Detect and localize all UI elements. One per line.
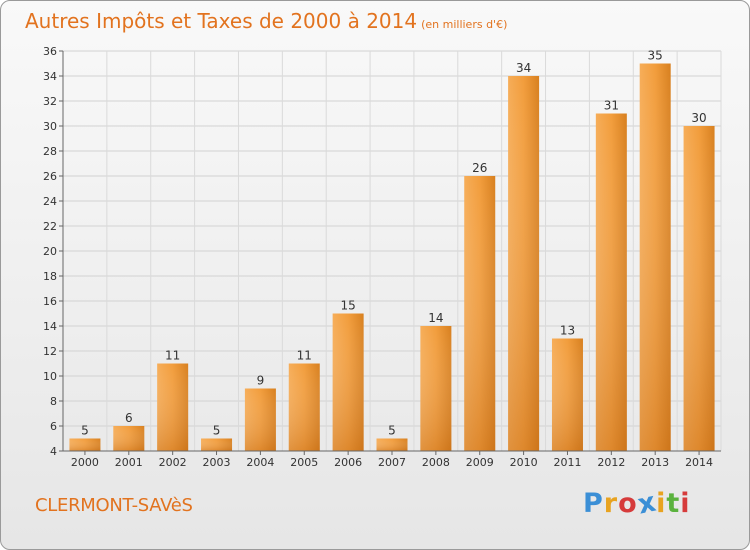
y-tick-label: 22 (43, 220, 57, 233)
y-tick-label: 18 (43, 270, 57, 283)
y-tick-label: 20 (43, 245, 57, 258)
bar-shade (639, 63, 671, 451)
title-text: Autres Impôts et Taxes de 2000 à 2014 (25, 9, 418, 33)
bar-value-label: 11 (297, 349, 312, 363)
bar-shade (332, 313, 364, 451)
bar-shade (157, 363, 189, 451)
x-tick-label: 2002 (159, 456, 187, 469)
bar-shade (244, 388, 276, 451)
y-tick-label: 32 (43, 95, 57, 108)
y-tick-label: 26 (43, 170, 57, 183)
bar-shade (201, 438, 233, 451)
bar-value-label: 31 (604, 99, 619, 113)
y-tick-label: 4 (50, 445, 57, 458)
unit-label: (en milliers d'€) (421, 18, 508, 31)
logo-letter: t (666, 488, 681, 519)
x-tick-label: 2010 (510, 456, 538, 469)
chart-title: Autres Impôts et Taxes de 2000 à 2014 (en… (25, 9, 507, 33)
y-tick-label: 14 (43, 320, 57, 333)
x-tick-label: 2012 (597, 456, 625, 469)
commune-name: CLERMONT-SAVèS (35, 495, 193, 516)
y-tick-label: 16 (43, 295, 57, 308)
bar-value-label: 14 (428, 311, 443, 325)
logo-letter: i (680, 488, 691, 519)
bar-value-label: 5 (213, 424, 221, 438)
bar-shade (420, 326, 452, 451)
x-tick-label: 2014 (685, 456, 713, 469)
bar-shade (69, 438, 101, 451)
bar-shade (508, 76, 540, 451)
y-tick-label: 34 (43, 70, 57, 83)
logo-letter: r (603, 488, 619, 519)
bar-value-label: 5 (81, 424, 89, 438)
x-tick-label: 2004 (246, 456, 274, 469)
bar-shade (113, 426, 145, 451)
bar-value-label: 15 (340, 299, 355, 313)
y-tick-label: 6 (50, 420, 57, 433)
bar-value-label: 5 (388, 424, 396, 438)
logo-letter: P (583, 488, 604, 519)
bar-shade (288, 363, 320, 451)
x-tick-label: 2001 (115, 456, 143, 469)
y-tick-label: 30 (43, 120, 57, 133)
y-tick-label: 24 (43, 195, 57, 208)
bar-shade (551, 338, 583, 451)
x-tick-label: 2000 (71, 456, 99, 469)
bar-shade (595, 113, 627, 451)
x-tick-label: 2009 (466, 456, 494, 469)
bar-value-label: 13 (560, 324, 575, 338)
bar-value-label: 35 (648, 49, 663, 63)
x-tick-label: 2007 (378, 456, 406, 469)
bar-value-label: 6 (125, 411, 133, 425)
bar-value-label: 11 (165, 349, 180, 363)
bar-value-label: 30 (691, 111, 706, 125)
x-tick-label: 2005 (290, 456, 318, 469)
y-tick-label: 10 (43, 370, 57, 383)
bar-shade (376, 438, 408, 451)
bar-shade (683, 126, 715, 451)
x-tick-label: 2006 (334, 456, 362, 469)
proxiti-logo: Proxiti (583, 486, 691, 520)
bar-value-label: 9 (257, 374, 265, 388)
y-tick-label: 36 (43, 45, 57, 58)
y-tick-label: 28 (43, 145, 57, 158)
x-tick-label: 2013 (641, 456, 669, 469)
y-tick-label: 8 (50, 395, 57, 408)
logo-letter: o (618, 488, 638, 519)
x-tick-label: 2011 (553, 456, 581, 469)
logo-letter: i (656, 488, 667, 519)
y-tick-label: 12 (43, 345, 57, 358)
x-tick-label: 2008 (422, 456, 450, 469)
x-tick-label: 2003 (203, 456, 231, 469)
bar-value-label: 26 (472, 161, 487, 175)
bar-shade (464, 176, 496, 451)
bar-value-label: 34 (516, 61, 531, 75)
